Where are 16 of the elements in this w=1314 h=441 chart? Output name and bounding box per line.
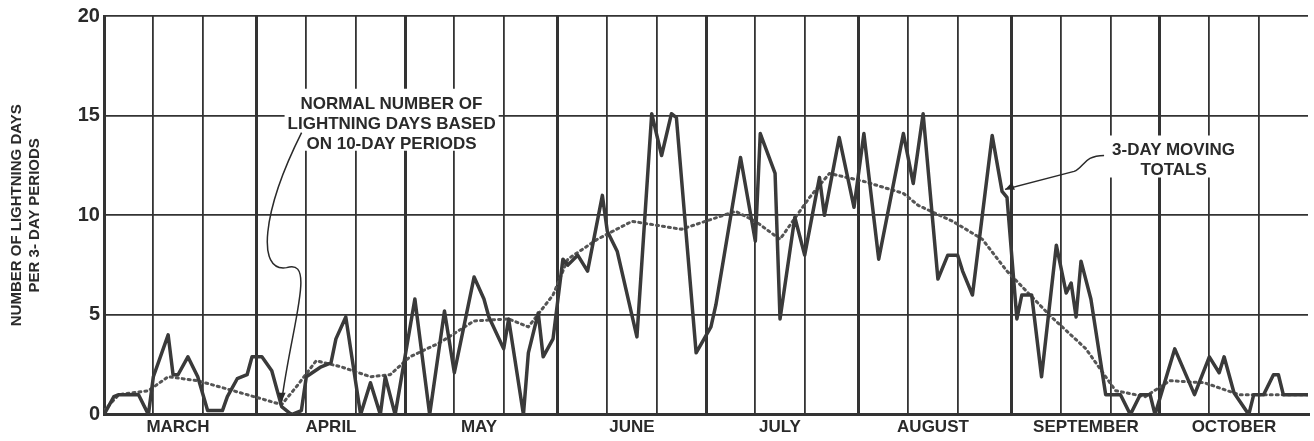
y-axis-title: NUMBER OF LIGHTNING DAYS PER 3- DAY PERIODS <box>7 104 43 327</box>
x-tick-label: MARCH <box>146 417 210 437</box>
x-tick-label: APRIL <box>305 417 357 437</box>
annotation: 3-DAY MOVING TOTALS <box>1112 140 1235 180</box>
y-tick-label: 20 <box>77 3 100 26</box>
x-tick-label: OCTOBER <box>1191 417 1277 437</box>
y-tick-label: 10 <box>77 202 100 225</box>
x-tick-label: AUGUST <box>897 417 970 437</box>
y-tick-label: 5 <box>88 302 100 325</box>
x-tick-label: MAY <box>460 417 498 437</box>
y-tick-label: 15 <box>77 103 100 126</box>
x-tick-label: JULY <box>759 417 802 437</box>
x-tick-label: JUNE <box>609 417 655 437</box>
annotation: NORMAL NUMBER OF LIGHTNING DAYS BASED ON 10-DAY PERIODS <box>287 93 496 153</box>
x-tick-label: SEPTEMBER <box>1033 417 1139 437</box>
y-tick-label: 0 <box>88 402 100 425</box>
